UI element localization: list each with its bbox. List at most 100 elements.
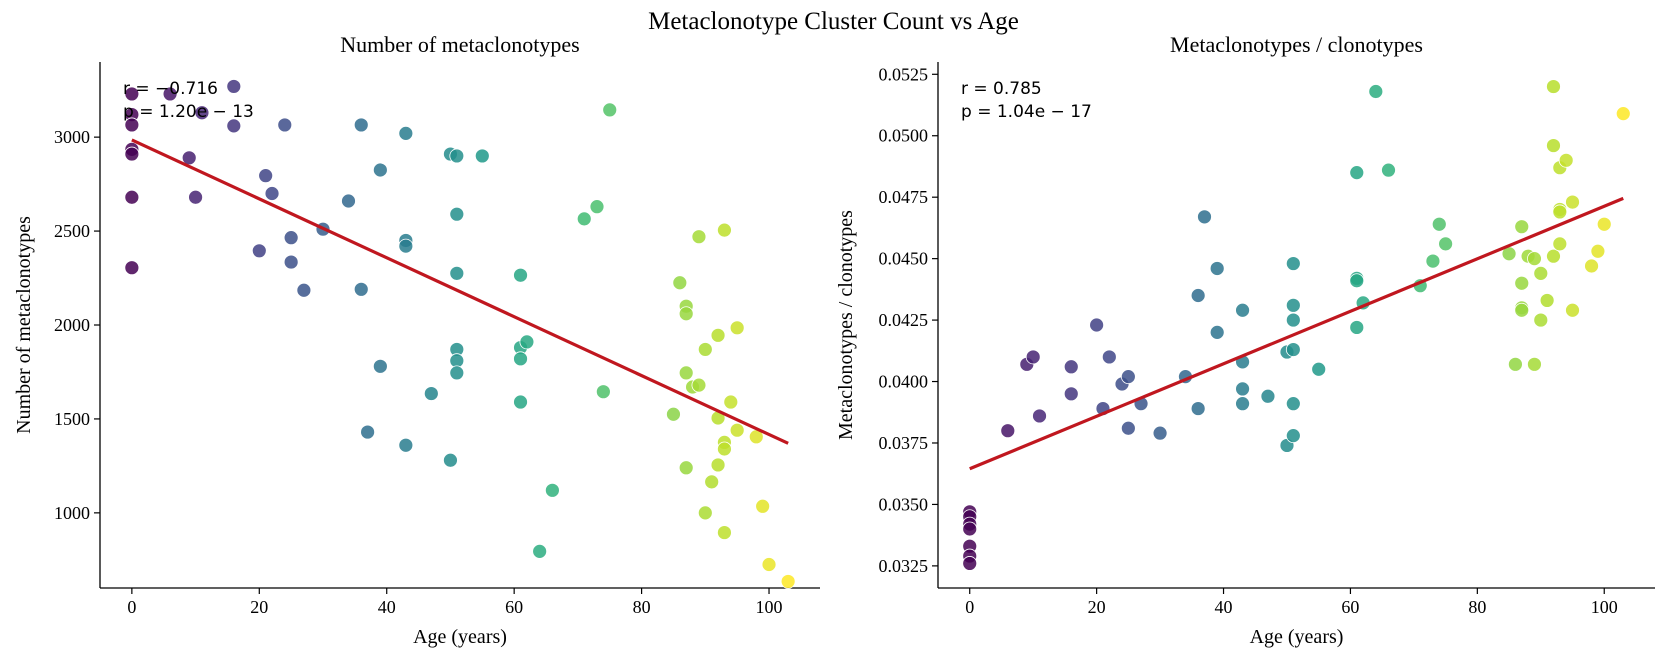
panel-2-data-point — [1285, 342, 1301, 357]
panel-1-y-tick-label: 3000 — [54, 127, 90, 147]
panel-1-data-point — [717, 525, 732, 540]
panel-2-y-tick-label: 0.0425 — [879, 310, 929, 330]
panel-2-data-point — [1615, 106, 1631, 122]
panel-2-data-point — [1120, 420, 1136, 436]
panel-2-data-point — [1431, 216, 1447, 232]
panel-1-data-point — [188, 189, 203, 205]
panel-2-data-point — [1063, 386, 1079, 402]
panel-1-data-point — [360, 424, 376, 440]
panel-2-x-tick-label: 80 — [1468, 597, 1486, 617]
panel-2-data-point — [1533, 312, 1549, 328]
panel-2-y-tick-label: 0.0475 — [879, 187, 929, 207]
figure-suptitle: Metaclonotype Cluster Count vs Age — [648, 8, 1019, 35]
panel-1-x-tick-label: 60 — [505, 597, 523, 617]
panel-2-data-point — [1514, 219, 1530, 235]
panel-2-data-point — [1584, 258, 1599, 274]
panel-1-y-axis-label: Number of metaclonotypes — [13, 216, 35, 434]
panel-1-x-tick-label: 0 — [127, 597, 136, 617]
panel-1-data-point — [341, 193, 356, 209]
panel-1-data-point — [678, 306, 694, 322]
panel-2-data-point — [1000, 423, 1016, 439]
panel-1-data-point — [595, 384, 611, 400]
panel-1-data-point — [710, 457, 726, 473]
panel-1-data-point — [124, 117, 140, 133]
panel-1-data-point — [780, 574, 796, 589]
panel-2-data-point — [1311, 361, 1327, 377]
panel-1-data-point — [124, 86, 140, 102]
panel-1-x-axis-label: Age (years) — [413, 626, 507, 648]
panel-1-data-point — [449, 365, 465, 381]
panel-1-data-point — [513, 351, 528, 367]
panel-1-data-point — [729, 422, 745, 438]
panel-1-data-point — [697, 342, 713, 357]
panel-1-data-point — [194, 105, 210, 121]
panel-1-data-point — [513, 267, 528, 283]
panel-2-y-tick-label: 0.0375 — [879, 433, 929, 453]
panel-1-data-point — [258, 168, 274, 184]
panel-1-data-point — [398, 437, 414, 453]
panel-2-y-tick-label: 0.0400 — [879, 372, 929, 392]
panel-2-data-point — [1552, 236, 1568, 252]
panel-2-data-point — [1590, 243, 1606, 259]
panel-2-data-point — [1285, 297, 1301, 313]
panel-2-x-tick-label: 20 — [1088, 597, 1106, 617]
panel-1-data-point — [691, 377, 707, 393]
panel-2-data-point — [1565, 302, 1580, 318]
panel-1-data-point — [124, 146, 140, 162]
panel-2-data-point — [1539, 293, 1555, 308]
panel-2-data-point — [962, 556, 978, 571]
panel-2-data-point — [1285, 396, 1301, 412]
panel-2-data-point — [1089, 317, 1105, 333]
panel-1-data-point — [283, 254, 299, 270]
panel-1-data-point — [755, 498, 771, 514]
panel-2-data-point — [1368, 84, 1384, 99]
panel-2-data-point — [1349, 320, 1365, 335]
panel-1-data-point — [372, 358, 388, 374]
panel-2-data-point — [1235, 302, 1250, 318]
panel-1-data-point — [226, 79, 242, 94]
panel-1-data-point — [729, 320, 745, 336]
panel-2-data-point — [962, 521, 978, 537]
panel-2-data-point — [1120, 369, 1136, 385]
panel-2-x-tick-label: 0 — [965, 597, 974, 617]
panel-2-data-point — [1514, 302, 1530, 318]
panel-1-data-point — [296, 282, 312, 298]
panel-2-data-point — [1546, 138, 1561, 153]
panel-1-data-point — [697, 505, 713, 521]
panel-2-y-axis-label: Metaclonotypes / clonotypes — [835, 210, 857, 440]
panel-1-data-point — [423, 386, 439, 401]
panel-2-x-tick-label: 60 — [1341, 597, 1359, 617]
panel-1-data-point — [277, 117, 293, 133]
panel-2-data-point — [1349, 273, 1365, 289]
panel-2-stats-annotation: p = 1.04e − 17 — [961, 102, 1092, 122]
panel-2-data-point — [1438, 236, 1454, 252]
panel-2-stats-annotation: r = 0.785 — [961, 79, 1042, 99]
panel-1-regression-line — [131, 138, 789, 445]
panel-1-x-tick-label: 80 — [633, 597, 651, 617]
panel-1-title: Number of metaclonotypes — [340, 32, 580, 57]
panel-1-data-point — [449, 265, 465, 281]
panel-1-data-point — [678, 365, 694, 381]
panel-1-y-tick-label: 2000 — [54, 315, 90, 335]
panel-2-title: Metaclonotypes / clonotypes — [1170, 32, 1423, 57]
panel-2-data-point — [1425, 253, 1441, 269]
panel-1-data-point — [710, 327, 726, 343]
panel-2-y-tick-label: 0.0450 — [879, 249, 929, 269]
panel-1-data-point — [672, 275, 688, 291]
panel-2-data-point — [1209, 261, 1225, 276]
panel-1-y-tick-label: 1500 — [54, 409, 90, 429]
panel-1-data-point — [283, 230, 299, 246]
panel-1-data-point — [398, 125, 414, 141]
panel-2-y-tick-label: 0.0500 — [879, 126, 929, 146]
panel-2-data-point — [1190, 288, 1206, 303]
panel-1-stats-annotation: p = 1.20e − 13 — [123, 102, 254, 122]
panel-1-data-point — [602, 102, 618, 118]
panel-2-data-point — [1533, 265, 1549, 281]
panel-1-data-point — [474, 148, 490, 164]
panel-2-data-point — [1552, 204, 1568, 220]
panel-1-data-point — [353, 117, 369, 133]
panel-2-data-point — [1565, 194, 1580, 210]
panel-2-x-tick-label: 40 — [1215, 597, 1233, 617]
panel-2-data-point — [1285, 256, 1301, 271]
panel-1-data-point — [666, 406, 681, 422]
